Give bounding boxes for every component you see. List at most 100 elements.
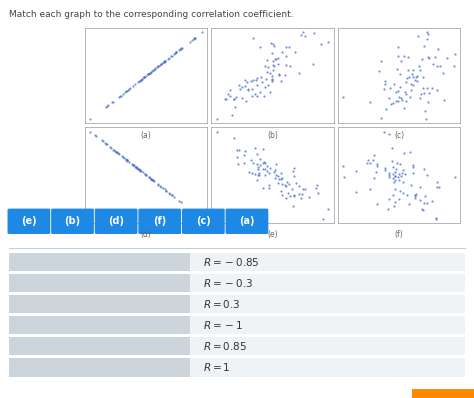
Point bbox=[261, 172, 268, 178]
Point bbox=[434, 179, 441, 185]
Point bbox=[374, 161, 381, 167]
Point bbox=[121, 89, 129, 95]
Point bbox=[278, 174, 285, 181]
Point bbox=[165, 55, 173, 61]
Text: (c): (c) bbox=[196, 216, 211, 226]
Point bbox=[292, 179, 300, 186]
Point bbox=[133, 165, 141, 171]
Point bbox=[254, 75, 261, 81]
Point bbox=[270, 43, 278, 49]
Point bbox=[424, 53, 432, 60]
Text: (b): (b) bbox=[267, 131, 278, 140]
Point bbox=[238, 94, 246, 101]
Point bbox=[244, 79, 251, 85]
Point bbox=[278, 192, 286, 198]
Point bbox=[384, 206, 392, 212]
Point bbox=[271, 56, 279, 62]
Point bbox=[168, 192, 176, 198]
Point bbox=[140, 74, 148, 80]
Point bbox=[145, 71, 152, 77]
Point bbox=[295, 70, 303, 76]
Point bbox=[283, 195, 290, 201]
Point bbox=[325, 39, 332, 45]
Point bbox=[173, 49, 180, 55]
Point bbox=[152, 65, 159, 72]
Point bbox=[234, 154, 241, 160]
Text: (e): (e) bbox=[21, 216, 36, 226]
Point bbox=[251, 91, 259, 98]
Point bbox=[396, 195, 403, 202]
Point bbox=[387, 100, 395, 107]
Point bbox=[108, 99, 116, 105]
Point bbox=[124, 86, 132, 93]
Point bbox=[282, 44, 289, 50]
Point bbox=[318, 41, 325, 47]
Point bbox=[389, 164, 396, 170]
Point bbox=[109, 98, 117, 105]
Point bbox=[221, 96, 228, 102]
Point bbox=[253, 161, 260, 167]
Point bbox=[289, 185, 296, 192]
Point bbox=[161, 58, 169, 64]
Point bbox=[419, 90, 427, 97]
Point bbox=[277, 78, 284, 84]
Point bbox=[409, 67, 417, 73]
Point bbox=[413, 72, 420, 79]
Point bbox=[175, 47, 182, 53]
Point bbox=[257, 74, 264, 80]
Point bbox=[112, 148, 120, 155]
Point bbox=[371, 151, 378, 158]
Point bbox=[259, 160, 267, 166]
Point bbox=[161, 186, 168, 193]
Point bbox=[142, 172, 149, 178]
Point bbox=[140, 74, 148, 80]
Point bbox=[389, 175, 396, 181]
Point bbox=[115, 94, 123, 100]
Point bbox=[279, 49, 286, 55]
Point bbox=[433, 87, 440, 93]
Point bbox=[135, 78, 143, 84]
Point bbox=[118, 153, 126, 159]
Point bbox=[339, 163, 347, 169]
Point bbox=[286, 63, 294, 70]
Point bbox=[120, 154, 128, 161]
FancyBboxPatch shape bbox=[8, 209, 50, 234]
Point bbox=[155, 63, 162, 69]
Point bbox=[410, 82, 417, 88]
Text: (f): (f) bbox=[153, 216, 166, 226]
Point bbox=[177, 45, 184, 52]
Point bbox=[102, 103, 110, 110]
Point bbox=[254, 172, 262, 178]
Point bbox=[264, 64, 272, 70]
Point bbox=[213, 129, 220, 135]
Text: (b): (b) bbox=[64, 216, 81, 226]
Point bbox=[142, 72, 150, 79]
Point bbox=[283, 179, 291, 185]
Point bbox=[163, 188, 170, 194]
Point bbox=[251, 171, 259, 178]
Text: (d): (d) bbox=[108, 216, 124, 226]
Point bbox=[277, 170, 285, 176]
Point bbox=[147, 176, 155, 182]
Point bbox=[102, 141, 110, 147]
FancyBboxPatch shape bbox=[182, 209, 225, 234]
Point bbox=[310, 29, 318, 36]
Point bbox=[137, 77, 145, 83]
Point bbox=[291, 49, 299, 55]
Point bbox=[306, 193, 313, 200]
Point bbox=[392, 89, 400, 95]
Point bbox=[256, 44, 264, 50]
Point bbox=[135, 166, 143, 173]
Point bbox=[268, 76, 275, 82]
Point bbox=[129, 162, 137, 168]
Point bbox=[300, 29, 307, 35]
Point bbox=[124, 157, 131, 164]
Point bbox=[156, 183, 164, 189]
Point bbox=[377, 57, 384, 64]
Point bbox=[312, 185, 320, 191]
Point bbox=[404, 67, 412, 73]
Point bbox=[421, 108, 428, 114]
Point bbox=[443, 55, 451, 61]
Point bbox=[411, 194, 419, 201]
Point bbox=[391, 169, 398, 176]
